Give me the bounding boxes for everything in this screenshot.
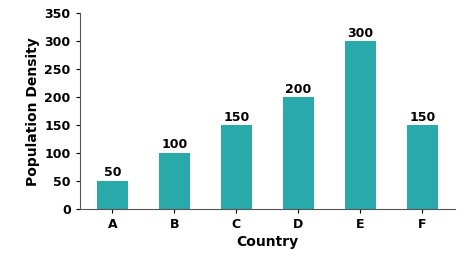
- Text: 50: 50: [104, 166, 121, 179]
- Bar: [407, 125, 438, 209]
- Bar: [345, 41, 376, 209]
- Bar: [97, 181, 128, 209]
- Text: 100: 100: [161, 139, 188, 151]
- Text: 150: 150: [409, 110, 436, 124]
- Y-axis label: Population Density: Population Density: [26, 37, 40, 186]
- Bar: [221, 125, 252, 209]
- Text: 150: 150: [223, 110, 250, 124]
- Bar: [283, 97, 314, 209]
- Text: 300: 300: [347, 27, 373, 40]
- Text: 200: 200: [285, 83, 311, 96]
- Bar: [159, 153, 190, 209]
- X-axis label: Country: Country: [236, 235, 298, 249]
